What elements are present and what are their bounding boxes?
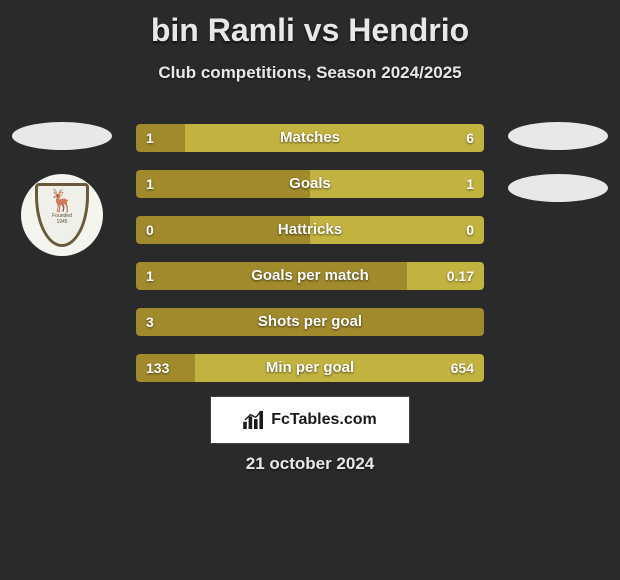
player-photo-placeholder-right	[508, 122, 608, 150]
stat-value-left: 133	[146, 354, 169, 382]
stat-row: Matches1 6	[136, 124, 484, 152]
stat-value-left: 1	[146, 124, 154, 152]
brand-text: FcTables.com	[271, 411, 377, 429]
stat-value-right: 0	[466, 216, 474, 244]
stat-value-right: 654	[451, 354, 474, 382]
stat-bars: Matches16Goals11Hattricks00Goals per mat…	[136, 124, 484, 400]
stat-row: Goals1 1	[136, 170, 484, 198]
stat-row: Hattricks0 0	[136, 216, 484, 244]
page-title: bin Ramli vs Hendrio	[0, 0, 620, 49]
badge-circle: 🦌 Founded 1945	[21, 174, 103, 256]
date-text: 21 october 2024	[0, 454, 620, 474]
founded-year: 1945	[56, 219, 67, 225]
stat-row: Goals per match1 0.17	[136, 262, 484, 290]
stat-value-right: 6	[466, 124, 474, 152]
stat-label: Goals per match	[136, 262, 484, 290]
stat-value-left: 3	[146, 308, 154, 336]
chart-icon	[243, 411, 265, 429]
stat-value-left: 1	[146, 170, 154, 198]
stat-row: Min per goal133 654	[136, 354, 484, 382]
stat-label: Min per goal	[136, 354, 484, 382]
stat-label: Hattricks	[136, 216, 484, 244]
player-photo-placeholder-left	[12, 122, 112, 150]
brand-box: FcTables.com	[210, 396, 410, 444]
stat-label: Matches	[136, 124, 484, 152]
stag-icon: 🦌	[48, 190, 75, 212]
stat-value-left: 0	[146, 216, 154, 244]
left-player-col: 🦌 Founded 1945	[12, 122, 112, 292]
shield-icon: 🦌 Founded 1945	[35, 183, 89, 247]
stat-value-right: 0.17	[447, 262, 474, 290]
stat-row: Shots per goal3	[136, 308, 484, 336]
stat-label: Goals	[136, 170, 484, 198]
page-subtitle: Club competitions, Season 2024/2025	[0, 63, 620, 83]
stat-label: Shots per goal	[136, 308, 484, 336]
club-badge-left: 🦌 Founded 1945	[21, 174, 103, 292]
founded-label: Founded 1945	[52, 214, 72, 225]
stat-value-left: 1	[146, 262, 154, 290]
stat-value-right: 1	[466, 170, 474, 198]
right-player-col	[508, 122, 608, 226]
club-badge-placeholder-right	[508, 174, 608, 202]
